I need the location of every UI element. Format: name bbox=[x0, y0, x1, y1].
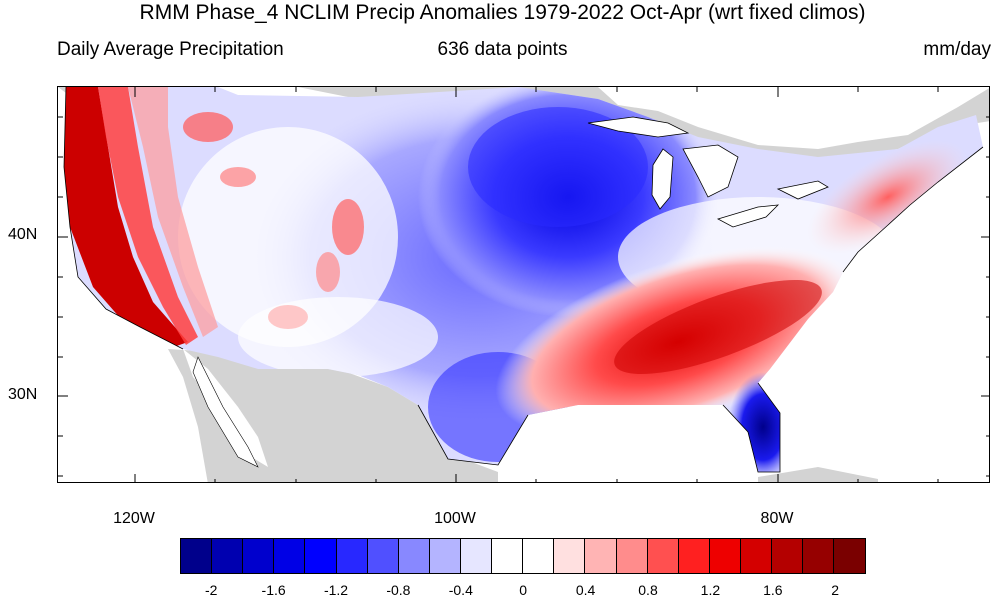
lat-label-30n: 30N bbox=[8, 386, 38, 403]
colorbar-box bbox=[834, 539, 866, 573]
map-panel bbox=[57, 86, 990, 483]
colorbar-tick-label: 0.4 bbox=[575, 582, 596, 598]
great-lakes bbox=[587, 116, 829, 228]
colorbar-box bbox=[523, 539, 555, 573]
subtitle-variable: Daily Average Precipitation bbox=[57, 39, 284, 60]
colorbar-box bbox=[398, 539, 430, 573]
colorbar-box bbox=[616, 539, 648, 573]
colorbar-box bbox=[212, 539, 244, 573]
colorbar-box bbox=[492, 539, 524, 573]
colorbar-box bbox=[709, 539, 741, 573]
lon-label-120w: 120W bbox=[113, 510, 155, 527]
colorbar-box bbox=[772, 539, 804, 573]
lon-label-100w: 100W bbox=[434, 510, 476, 527]
colorbar-box bbox=[367, 539, 399, 573]
colorbar-box bbox=[740, 539, 773, 573]
map-ticks bbox=[58, 87, 989, 482]
colorbar bbox=[180, 538, 867, 574]
lon-label-80w: 80W bbox=[760, 510, 794, 527]
colorbar-tick-label: 1.2 bbox=[700, 582, 721, 598]
colorbar-box bbox=[678, 539, 710, 573]
colorbar-box bbox=[336, 539, 368, 573]
cuba-landmass bbox=[758, 467, 878, 482]
map-title: RMM Phase_4 NCLIM Precip Anomalies 1979-… bbox=[139, 1, 866, 24]
colorbar-box bbox=[429, 539, 461, 573]
colorbar-tick-label: -1.2 bbox=[323, 582, 349, 598]
colorbar-tick-label: -0.8 bbox=[386, 582, 411, 598]
colorbar-tick-label: 1.6 bbox=[763, 582, 783, 598]
colorbar-tick-label: -1.6 bbox=[261, 582, 286, 598]
colorbar-box bbox=[554, 539, 586, 573]
colorbar-box bbox=[803, 539, 835, 573]
colorbar-box bbox=[305, 539, 337, 573]
subtitle-units: mm/day bbox=[923, 39, 991, 60]
colorbar-tick-label: -0.4 bbox=[448, 582, 473, 598]
colorbar-box bbox=[181, 539, 213, 573]
colorbar-tick-label: 0.8 bbox=[638, 582, 658, 598]
anomaly-map bbox=[58, 87, 989, 482]
colorbar-box bbox=[585, 539, 617, 573]
colorbar-tick-label: -2 bbox=[204, 582, 218, 598]
colorbar-box bbox=[274, 539, 306, 573]
colorbar-box bbox=[647, 539, 679, 573]
canada-landmass bbox=[298, 87, 989, 159]
colorbar-tick-label: 2 bbox=[831, 582, 840, 598]
colorbar-box bbox=[460, 539, 493, 573]
coastlines bbox=[63, 87, 984, 473]
colorbar-tick-label: 0 bbox=[519, 582, 528, 598]
colorbar-box bbox=[243, 539, 275, 573]
subtitle-count: 636 data points bbox=[437, 39, 568, 60]
lat-label-40n: 40N bbox=[8, 226, 38, 243]
